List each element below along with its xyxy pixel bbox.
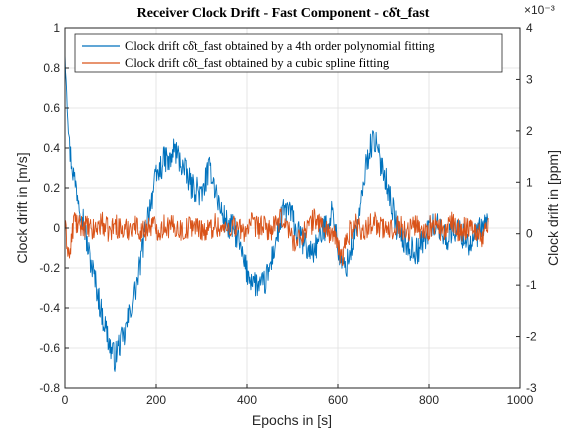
- y-tick-label-right: -2: [526, 330, 537, 344]
- x-axis-label: Epochs in [s]: [252, 412, 332, 428]
- y-tick-label-right: 1: [526, 175, 533, 189]
- y-tick-label-left: 0.8: [43, 61, 60, 75]
- x-tick-label: 600: [328, 393, 348, 407]
- y-axis-left-label: Clock drift in [m/s]: [14, 152, 30, 263]
- y-tick-label-left: 1: [53, 21, 60, 35]
- y-tick-label-right: -3: [526, 381, 537, 395]
- legend: Clock drift cδ̇t_fast obtained by a 4th …: [74, 33, 503, 73]
- series-group: [64, 54, 489, 372]
- x-tick-label: 800: [419, 393, 439, 407]
- x-tick-label: 400: [237, 393, 257, 407]
- series-line-polynomial: [64, 54, 489, 372]
- y-tick-label-left: -0.8: [39, 381, 60, 395]
- legend-entry-polynomial: Clock drift cδ̇t_fast obtained by a 4th …: [125, 39, 435, 53]
- y-tick-label-right: -1: [526, 278, 537, 292]
- legend-entry-spline: Clock drift cδ̇t_fast obtained by a cubi…: [125, 56, 390, 70]
- x-tick-label: 200: [146, 393, 166, 407]
- y-tick-label-left: 0.4: [43, 141, 60, 155]
- x-tick-label: 0: [62, 393, 69, 407]
- y-tick-label-right: 4: [526, 21, 533, 35]
- axis-ticks: 0 200 400 600 800 1000 -0.8 -0.6 -0.4 -0.2 0 0.2 0.4…: [39, 21, 537, 407]
- legend-box: [74, 33, 503, 73]
- series-line-spline: [64, 207, 489, 266]
- plot-area: 0 200 400 600 800 1000 -0.8 -0.6 -0.4 -0.2 0 0.2 0.4…: [39, 21, 537, 407]
- y-tick-label-left: -0.4: [39, 301, 60, 315]
- y-tick-label-left: 0.2: [43, 181, 60, 195]
- y-tick-label-left: -0.6: [39, 341, 60, 355]
- chart-title-text: Receiver Clock Drift - Fast Component - …: [137, 6, 430, 21]
- right-axis-exponent: ×10⁻³: [524, 3, 555, 17]
- y-axis-right-label: Clock drift in [ppm]: [545, 150, 561, 266]
- y-tick-label-right: 0: [526, 227, 533, 241]
- plot-frame: [64, 27, 521, 389]
- chart-title: Receiver Clock Drift - Fast Component - …: [137, 6, 430, 21]
- y-tick-label-left: 0.6: [43, 101, 60, 115]
- y-tick-label-left: 0: [53, 221, 60, 235]
- y-tick-label-left: -0.2: [39, 261, 60, 275]
- y-tick-label-right: 3: [526, 72, 533, 86]
- y-tick-label-right: 2: [526, 124, 533, 138]
- x-tick-label: 1000: [507, 393, 534, 407]
